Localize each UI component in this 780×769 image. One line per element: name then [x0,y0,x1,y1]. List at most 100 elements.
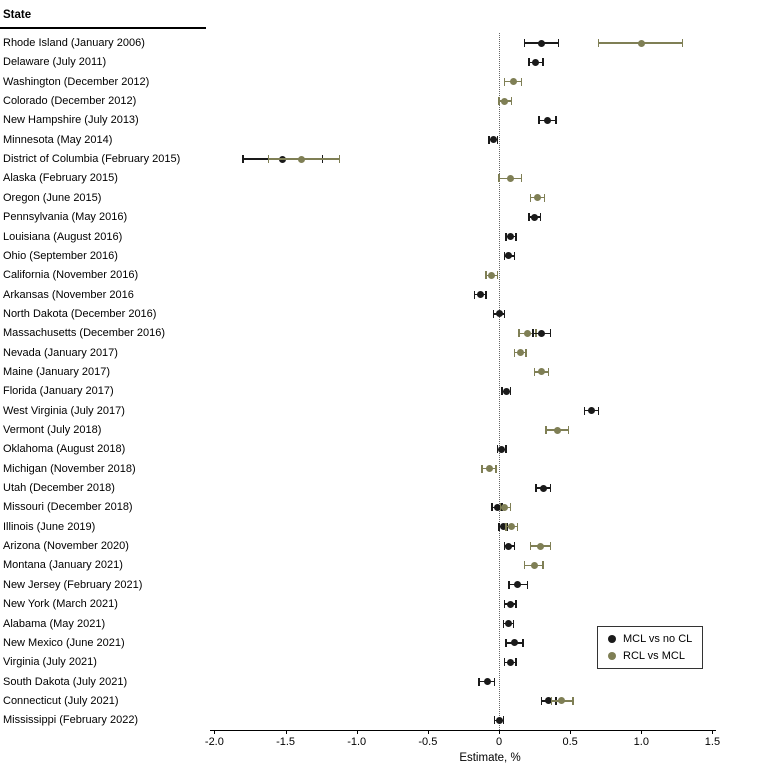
ci-cap-left [518,329,520,338]
estimate-dot [637,39,645,47]
ci-cap-left [494,716,496,725]
ci-cap-left [502,619,504,628]
ci-cap-left [474,290,476,299]
ci-cap-right [516,522,519,531]
ci-cap-right [502,716,504,725]
row-label: Pennsylvania (May 2016) [3,211,128,224]
ci-cap-right [509,503,512,512]
ci-cap-right [512,619,514,628]
x-axis-line [210,730,716,731]
x-tick-label: -0.5 [418,736,438,748]
ci-cap-left [503,600,506,609]
ci-cap-left [485,271,487,280]
ci-cap-left [478,677,480,686]
estimate-dot [498,445,506,453]
ci-cap-left [491,503,493,512]
row-label: Oklahoma (August 2018) [3,443,126,456]
estimate-dot [505,252,513,260]
row-label: Oregon (June 2015) [3,191,102,204]
x-tick-label: 0 [495,736,503,748]
ci-cap-left [583,406,586,415]
ci-cap-right [496,271,499,280]
ci-cap-left [540,696,543,705]
ci-cap-left [528,58,530,67]
ci-cap-left [499,503,502,512]
estimate-dot [511,639,519,647]
ci-cap-right [521,174,523,183]
ci-cap-right [542,561,544,570]
x-axis-title: Estimate, % [459,752,521,764]
x-tick-mark [570,730,572,734]
estimate-dot [538,39,546,47]
x-tick-mark [214,730,216,734]
ci-cap-right [513,542,516,551]
row-label: Montana (January 2021) [3,559,123,572]
ci-cap-right [543,193,546,202]
ci-cap-left [488,135,490,144]
row-label: Florida (January 2017) [3,385,114,398]
x-tick-mark [285,730,287,734]
estimate-dot [508,523,516,531]
x-tick-label: 1.5 [704,736,721,748]
row-label: West Virginia (July 2017) [3,404,125,417]
ci-cap-left [529,193,531,202]
ci-cap-left [501,387,503,396]
estimate-dot [501,503,509,511]
ci-cap-right [515,232,517,241]
ci-cap-left [545,426,547,434]
ci-cap-left [513,348,516,357]
ci-cap-left [505,522,507,531]
x-tick-label: -2.0 [204,736,224,748]
estimate-dot [484,678,492,686]
row-label: Rhode Island (January 2006) [3,37,145,49]
ci-cap-left [481,464,483,473]
ci-cap-right [549,329,551,338]
estimate-dot [553,426,561,434]
ci-cap-left [532,329,534,338]
rcl-series-dot-icon [608,652,616,660]
ci-cap-left [492,309,494,318]
ci-cap-left [498,174,500,183]
ci-cap-right [515,600,517,609]
ci-cap-right [548,367,550,376]
ci-cap-left [523,39,526,47]
estimate-dot [513,581,521,589]
legend-item-rcl: RCL vs MCL [608,650,692,662]
ci-cap-left [535,484,537,493]
estimate-dot [505,620,513,627]
mcl-series-dot-icon [608,635,616,643]
estimate-dot [509,78,517,86]
row-label: Missouri (December 2018) [3,501,133,514]
x-tick-mark [641,730,643,734]
ci-cap-right [572,696,574,705]
legend-label-rcl: RCL vs MCL [623,650,685,662]
ci-cap-left [242,155,244,164]
row-label: Vermont (July 2018) [3,424,102,436]
ci-cap-right [509,387,512,396]
row-label: Michigan (November 2018) [3,462,136,475]
x-tick-mark [712,730,714,734]
estimate-dot [506,233,514,240]
ci-cap-right [495,464,497,473]
ci-cap-left [503,542,506,551]
ci-cap-right [526,580,529,589]
estimate-dot [545,697,553,705]
row-label: Virginia (July 2021) [3,656,97,669]
zero-reference-line [499,33,500,730]
ci-cap-left [523,561,526,570]
estimate-dot [485,465,493,473]
estimate-dot [532,58,540,66]
row-label: South Dakota (July 2021) [3,675,128,688]
row-label: Alabama (May 2021) [3,617,106,630]
ci-cap-right [542,58,544,67]
row-label: Louisiana (August 2016) [3,230,123,243]
estimate-dot [506,600,514,608]
ci-cap-left [505,638,507,647]
ci-cap-right [513,251,516,260]
x-tick-label: 0.5 [562,736,578,748]
ci-cap-left [550,696,553,705]
estimate-dot [297,155,305,163]
row-label: North Dakota (December 2016) [3,307,157,320]
ci-cap-right [539,213,541,222]
estimate-dot [495,310,503,318]
